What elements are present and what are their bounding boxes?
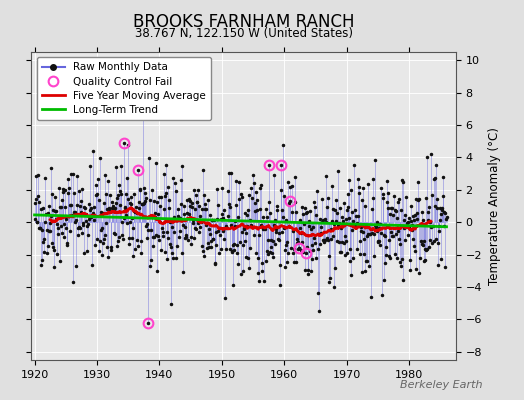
Legend: Raw Monthly Data, Quality Control Fail, Five Year Moving Average, Long-Term Tren: Raw Monthly Data, Quality Control Fail, … xyxy=(37,57,211,120)
Y-axis label: Temperature Anomaly (°C): Temperature Anomaly (°C) xyxy=(488,127,500,285)
Text: 38.767 N, 122.150 W (United States): 38.767 N, 122.150 W (United States) xyxy=(135,27,353,40)
Title: BROOKS FARNHAM RANCH: BROOKS FARNHAM RANCH xyxy=(133,13,354,31)
Text: Berkeley Earth: Berkeley Earth xyxy=(400,380,482,390)
